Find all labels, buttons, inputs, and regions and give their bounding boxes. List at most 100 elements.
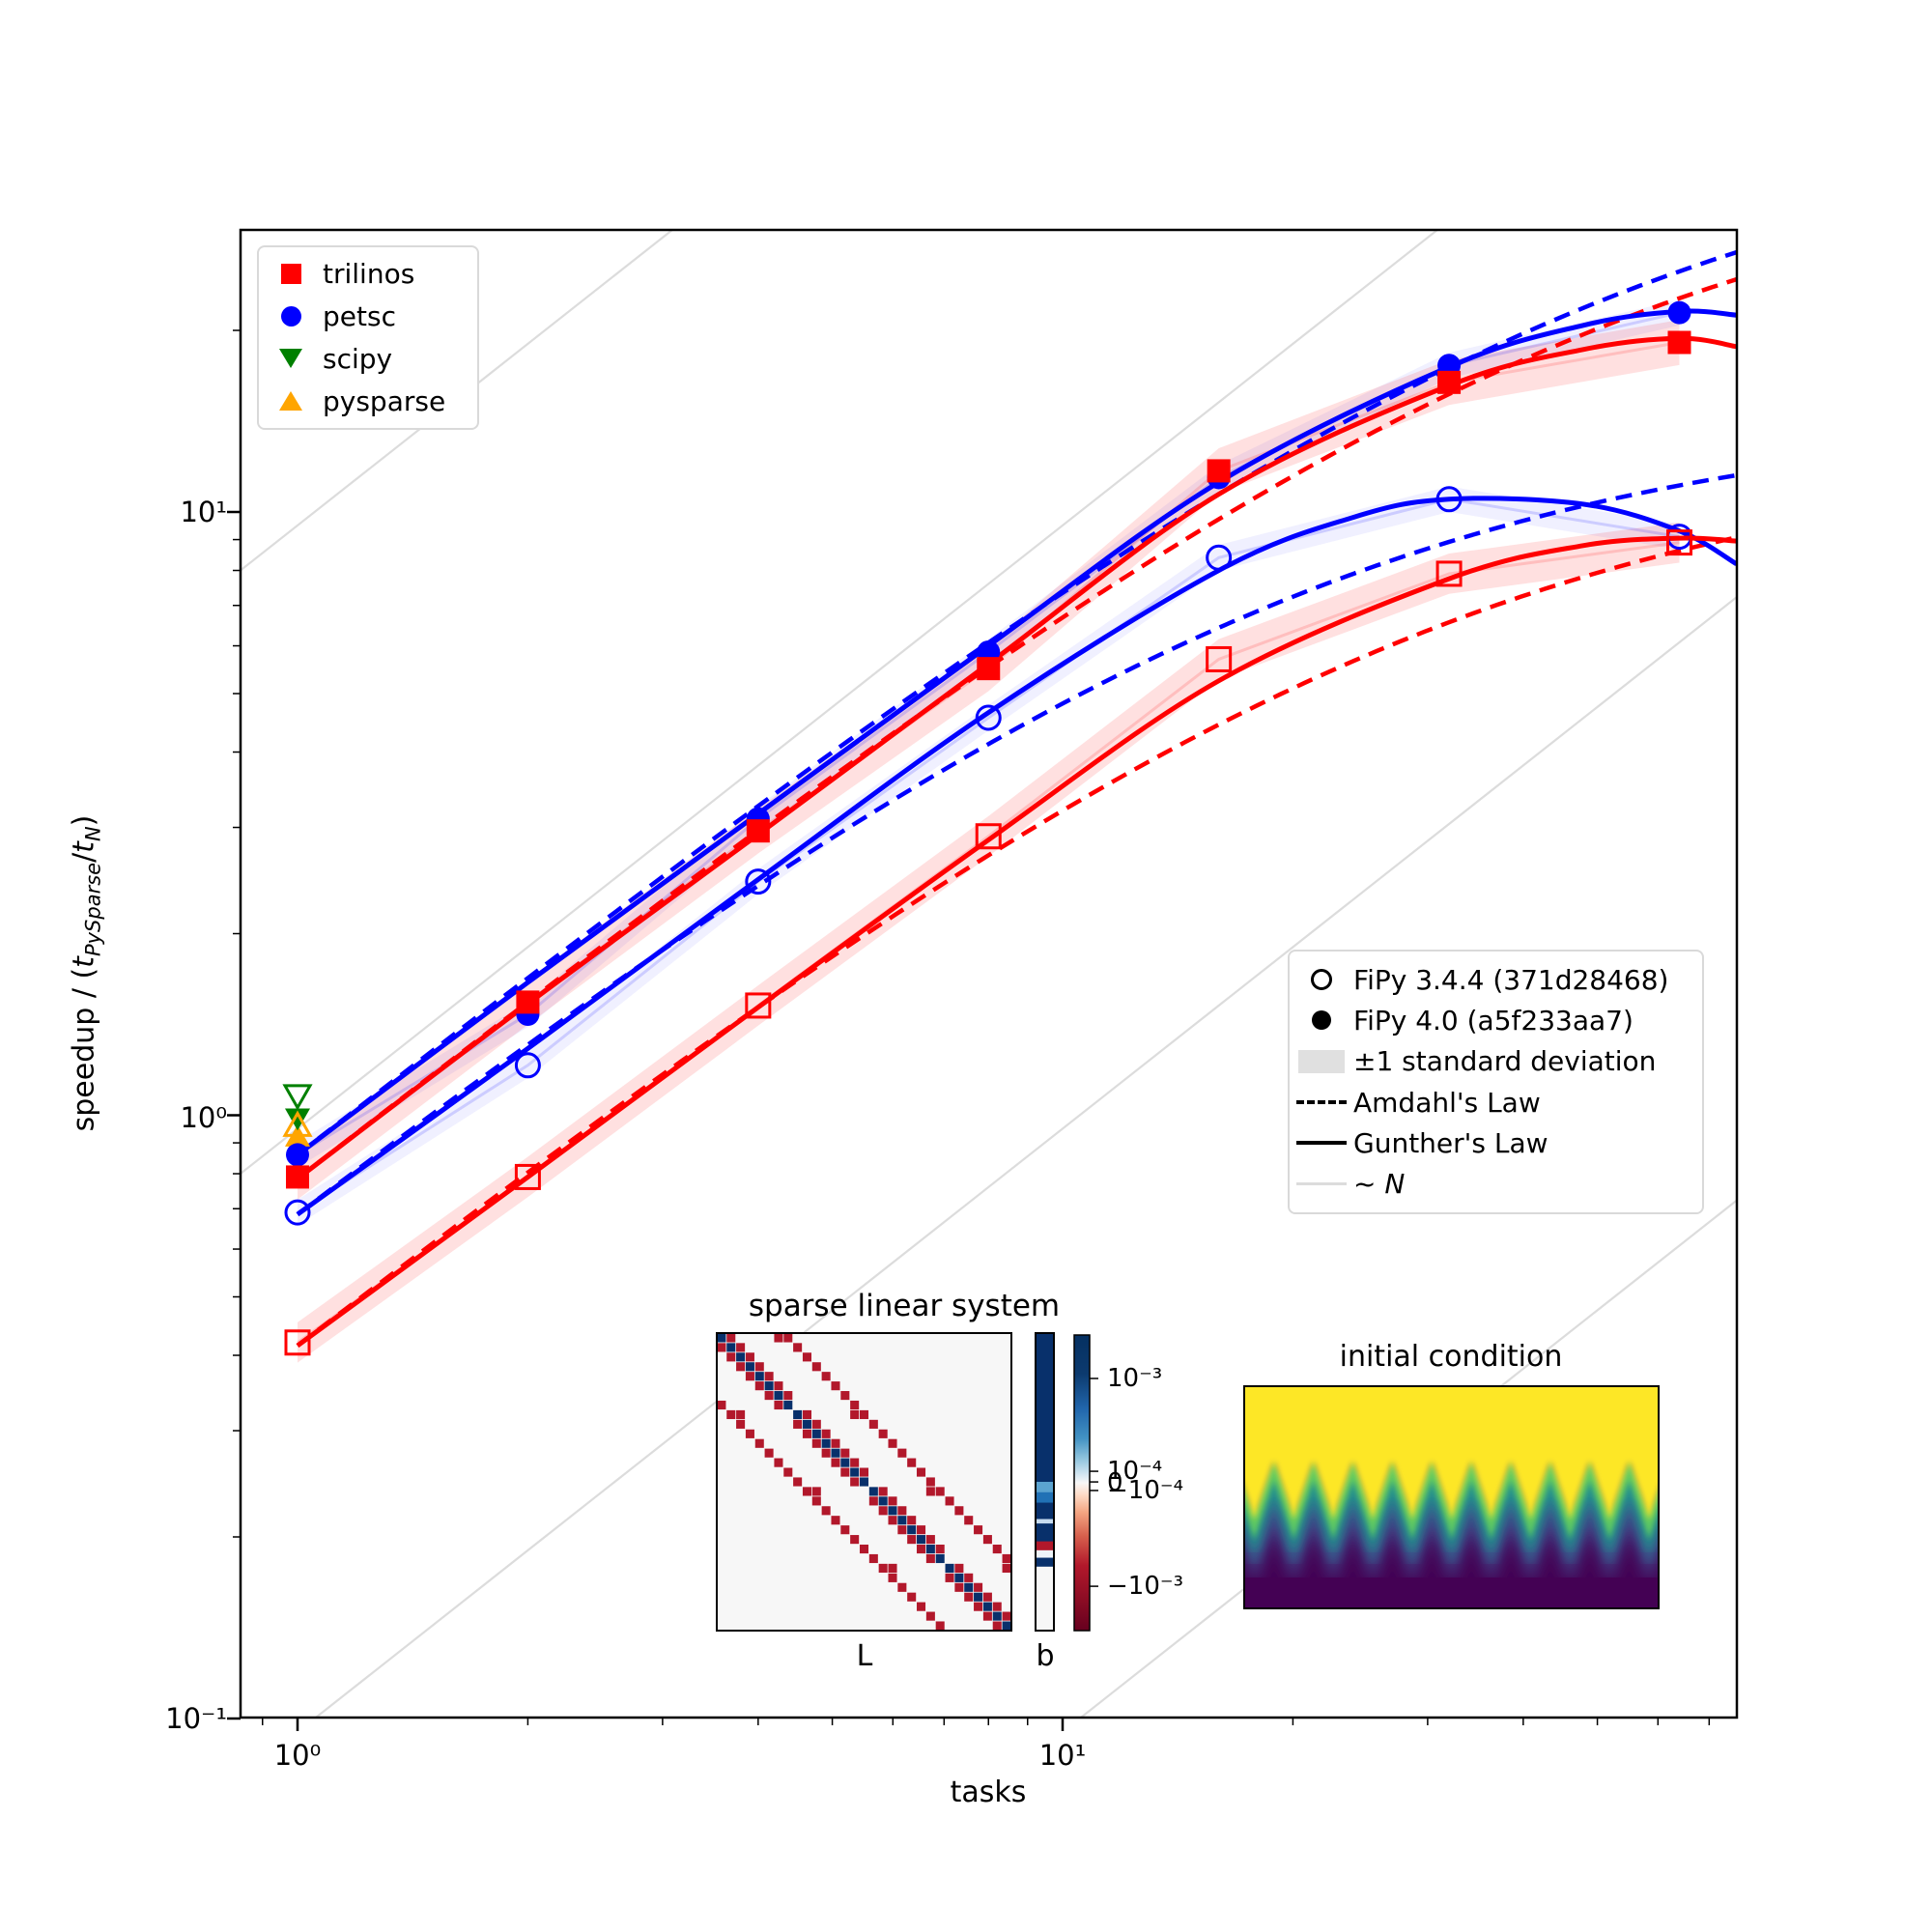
- matrix-cell: [811, 1419, 821, 1429]
- matrix-cell: [726, 1333, 736, 1343]
- dashed-line-icon: [1290, 1100, 1353, 1105]
- gunther-law-curve: [296, 496, 1737, 1217]
- matrix-cell: [878, 1496, 888, 1506]
- matrix-cell: [850, 1535, 860, 1545]
- matrix-cell: [793, 1409, 803, 1420]
- x-axis-label: tasks: [950, 1776, 1027, 1809]
- matrix-cell: [850, 1458, 860, 1467]
- b-vector-segment: [1036, 1502, 1054, 1520]
- matrix-cell: [802, 1409, 811, 1420]
- data-marker-triangle-down: [282, 1084, 313, 1111]
- matrix-cell: [897, 1525, 907, 1535]
- matrix-cell: [840, 1391, 850, 1401]
- matrix-cell: [821, 1372, 831, 1381]
- matrix-cell: [925, 1487, 935, 1496]
- legend-label-fipy-344: FiPy 3.4.4 (371d28468): [1353, 963, 1669, 996]
- matrix-cell: [974, 1592, 983, 1602]
- matrix-cell: [726, 1409, 736, 1420]
- matrix-cell: [754, 1372, 764, 1381]
- matrix-cell: [954, 1573, 964, 1582]
- matrix-cell: [745, 1372, 754, 1381]
- matrix-cell: [726, 1352, 736, 1362]
- matrix-cell: [811, 1487, 821, 1496]
- data-marker-circle: [975, 704, 1002, 731]
- matrix-cell: [878, 1487, 888, 1496]
- matrix-cell: [831, 1438, 840, 1448]
- pysparse-marker-icon: [259, 391, 323, 412]
- matrix-cell: [917, 1602, 926, 1611]
- data-marker-circle: [1667, 300, 1691, 325]
- matrix-cell: [925, 1544, 935, 1554]
- petsc-marker-icon: [259, 306, 323, 327]
- matrix-cell: [982, 1535, 992, 1545]
- matrix-cell: [868, 1419, 878, 1429]
- vector-b-label: b: [1036, 1639, 1055, 1673]
- data-marker-square: [1667, 330, 1691, 355]
- matrix-cell: [783, 1333, 793, 1343]
- b-vector-segment: [1036, 1519, 1054, 1524]
- matrix-cell: [783, 1400, 793, 1410]
- data-marker-circle: [284, 1199, 311, 1226]
- legend-item-scipy: scipy: [259, 339, 477, 378]
- matrix-cell: [745, 1352, 754, 1362]
- legend-item-linear-ref: ~ N: [1290, 1165, 1702, 1204]
- solid-line-icon: [1290, 1141, 1353, 1146]
- matrix-cell: [821, 1438, 831, 1448]
- data-marker-triangle-up: [282, 1110, 313, 1137]
- gunther-law-curve: [296, 535, 1737, 1349]
- matrix-cell: [878, 1429, 888, 1438]
- matrix-cell: [954, 1563, 964, 1573]
- data-marker-square: [516, 990, 540, 1014]
- matrix-cell: [831, 1381, 840, 1391]
- data-marker-square: [284, 1329, 311, 1356]
- matrix-cell: [1002, 1563, 1011, 1573]
- legend-label-scipy: scipy: [323, 342, 393, 375]
- matrix-cell: [850, 1409, 860, 1420]
- legend-label-gunther: Gunther's Law: [1353, 1126, 1548, 1159]
- matrix-cell: [897, 1516, 907, 1525]
- matrix-cell: [907, 1535, 917, 1545]
- matrix-cell: [831, 1516, 840, 1525]
- legend-item-trilinos: trilinos: [259, 255, 477, 294]
- matrix-cell: [935, 1553, 945, 1564]
- legend-label-petsc: petsc: [323, 300, 396, 333]
- data-marker-square: [977, 657, 1001, 681]
- matrix-cell: [945, 1563, 954, 1573]
- data-marker-circle: [745, 868, 772, 895]
- matrix-cell: [982, 1602, 992, 1611]
- matrix-cell: [774, 1333, 783, 1343]
- initial-condition-inset: [1244, 1386, 1659, 1608]
- matrix-cell: [982, 1592, 992, 1602]
- initial-condition-frame: [1243, 1385, 1660, 1609]
- matrix-cell: [802, 1419, 811, 1429]
- matrix-cell: [717, 1343, 726, 1352]
- matrix-cell: [1002, 1611, 1011, 1621]
- matrix-frame: [716, 1332, 1012, 1632]
- b-vector-segment: [1036, 1492, 1054, 1504]
- matrix-cell: [821, 1429, 831, 1438]
- matrix-cell: [897, 1506, 907, 1516]
- matrix-cell: [850, 1467, 860, 1477]
- matrix-cell: [745, 1429, 754, 1438]
- matrix-cell: [840, 1525, 850, 1535]
- b-vector-inset: [1035, 1332, 1055, 1632]
- interface-green-band: [1244, 1454, 1659, 1539]
- data-marker-square: [1665, 529, 1692, 556]
- matrix-cell: [840, 1448, 850, 1458]
- gunther-law-curve: [296, 335, 1737, 1181]
- matrix-cell: [935, 1544, 945, 1554]
- sparse-system-title: sparse linear system: [748, 1289, 1061, 1323]
- matrix-cell: [925, 1611, 935, 1621]
- matrix-cell: [954, 1582, 964, 1592]
- data-marker-triangle-down: [285, 1108, 310, 1131]
- matrix-cell: [774, 1400, 783, 1410]
- data-marker-circle: [286, 1143, 309, 1167]
- matrix-cell: [945, 1496, 954, 1506]
- std-deviation-bands: [298, 299, 1680, 1363]
- matrix-cell: [783, 1467, 793, 1477]
- data-markers: [282, 300, 1692, 1356]
- matrix-cell: [764, 1372, 774, 1381]
- matrix-cell: [793, 1343, 803, 1352]
- filled-circle-icon: [1290, 1010, 1353, 1031]
- matrix-cell: [1002, 1553, 1011, 1564]
